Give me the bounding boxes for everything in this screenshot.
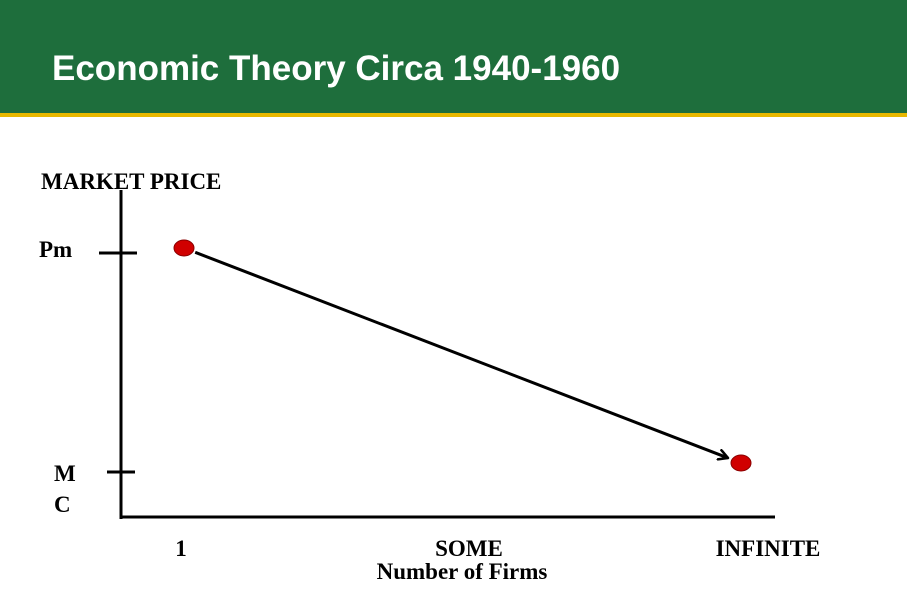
data-point-perfect-competition bbox=[730, 454, 752, 472]
y-tick-label-mc-line1: M bbox=[54, 461, 76, 486]
y-tick-label-mc-line2: C bbox=[54, 492, 71, 517]
title-bar: Economic Theory Circa 1940-1960 bbox=[0, 0, 907, 113]
x-axis-title: Number of Firms bbox=[377, 559, 548, 584]
y-tick-label-pm: Pm bbox=[39, 237, 72, 262]
slide-title: Economic Theory Circa 1940-1960 bbox=[52, 49, 621, 88]
x-tick-label-1: 1 bbox=[175, 536, 187, 561]
data-point-monopoly bbox=[173, 239, 195, 257]
x-tick-label-some: SOME bbox=[435, 536, 503, 561]
title-bar-rule bbox=[0, 113, 907, 117]
y-axis-title: MARKET PRICE bbox=[41, 169, 221, 194]
price-trend-arrow bbox=[194, 250, 728, 458]
x-tick-label-infinite: INFINITE bbox=[716, 536, 821, 561]
